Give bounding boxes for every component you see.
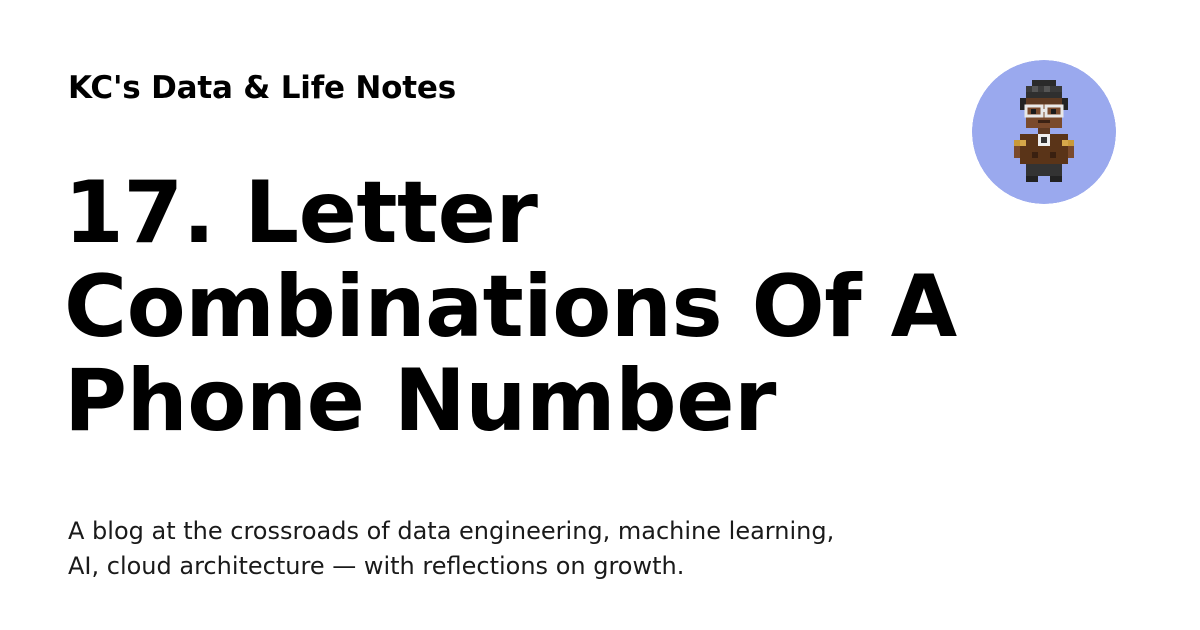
description-line: A blog at the crossroads of data enginee… (68, 517, 835, 545)
post-title: 17. Letter Combinations Of A Phone Numbe… (64, 163, 957, 451)
pixel-art-person-avatar-icon (972, 60, 1116, 204)
site-name: KC's Data & Life Notes (68, 70, 456, 106)
avatar (972, 60, 1116, 204)
description-line: AI, cloud architecture — with reflection… (68, 552, 685, 580)
post-title-line: 17. Letter (64, 163, 538, 263)
site-description: A blog at the crossroads of data enginee… (68, 514, 908, 584)
post-title-line: Combinations Of A (64, 257, 957, 357)
post-title-line: Phone Number (64, 351, 776, 451)
